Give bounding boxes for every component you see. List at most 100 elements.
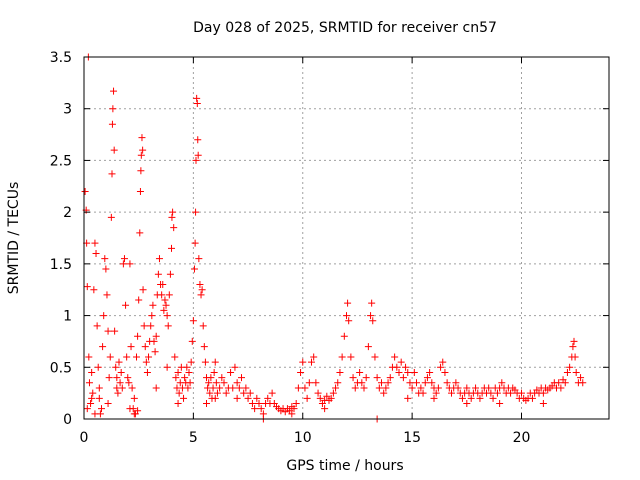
data-point [364,343,372,351]
data-point [174,368,182,376]
data-point [107,213,115,221]
data-point [155,255,163,263]
data-point [343,312,350,320]
data-point [393,363,401,371]
data-point [231,363,239,371]
data-point [292,399,300,407]
data-point [93,322,101,330]
data-point [382,384,390,392]
data-point [268,389,276,397]
data-point [373,374,381,382]
data-point [193,100,201,108]
data-point [240,389,248,397]
data-point [85,353,93,361]
data-point [222,389,230,397]
data-point [246,389,254,397]
data-point [321,405,329,413]
data-point [360,384,368,392]
data-point [198,286,206,294]
y-tick-label: 1 [63,309,72,325]
data-point [163,312,171,320]
data-point [439,358,447,366]
data-point [200,343,208,351]
plot-frame [83,56,610,420]
data-point [238,374,245,382]
data-point [210,368,218,376]
data-point [118,384,126,392]
data-point [423,374,431,382]
data-point [125,379,133,387]
data-point [193,94,201,102]
x-tick-label: 15 [403,430,421,446]
data-point [539,389,547,397]
data-point [130,410,138,418]
y-tick-label: 3.5 [50,50,72,66]
data-point [316,394,324,402]
data-point [99,343,107,351]
data-point [570,337,578,345]
grid-lines [84,57,609,419]
data-point [314,389,322,397]
data-point [174,399,182,407]
data-point [124,374,132,382]
data-point [172,374,180,382]
data-point [496,399,504,407]
data-point [290,405,298,413]
data-point [187,358,195,366]
data-point [149,301,157,309]
data-point [133,353,140,361]
data-point [297,368,305,376]
data-point [168,244,175,252]
data-point [467,394,475,402]
data-point [555,379,563,387]
data-point [134,407,142,415]
data-point [165,291,173,299]
data-point [299,358,307,366]
data-point [413,379,420,387]
data-point [563,368,571,376]
data-point [170,224,178,232]
data-point [380,389,388,397]
x-tick-label: 0 [80,430,89,446]
data-point [135,296,143,304]
x-tick-labels: 0 5 10 15 20 [80,430,531,446]
data-point [421,379,429,387]
data-point [452,379,460,387]
data-point [336,368,344,376]
data-point [188,337,196,345]
data-point [143,368,151,376]
data-point [257,405,265,413]
data-point [199,322,207,330]
data-point [103,291,111,299]
data-point [140,322,148,330]
data-point [189,317,197,325]
data-point [344,299,352,307]
data-point [87,399,95,407]
data-point [83,283,91,291]
data-point [489,394,497,402]
y-axis-label: SRMTID / TECUs [6,182,22,295]
data-point [303,394,311,402]
data-point [141,343,149,351]
data-point [116,379,124,387]
data-point [399,374,407,382]
x-tick-label: 10 [294,430,312,446]
data-point [349,374,357,382]
data-point [134,332,142,340]
data-point [216,384,224,392]
data-point [487,389,495,397]
data-point [356,368,364,376]
data-point [301,384,309,392]
data-point [255,399,263,407]
data-point [88,394,96,402]
data-point [147,322,155,330]
y-tick-label: 2.5 [50,153,72,169]
data-point [90,286,98,294]
data-point [152,384,160,392]
data-point [569,343,577,351]
data-point [142,358,150,366]
data-point [194,151,202,159]
data-points [81,53,587,423]
data-point [196,281,204,289]
data-point [197,291,205,299]
